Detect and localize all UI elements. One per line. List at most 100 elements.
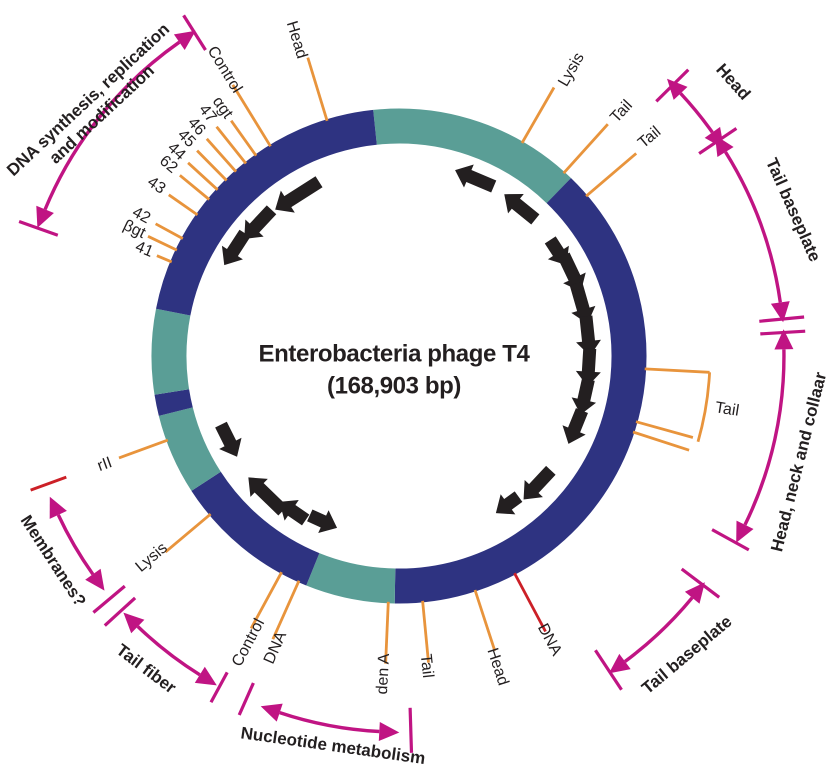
ring-segment-teal-rii [158,407,221,491]
section-arc-tail-baseplate-right [714,135,806,336]
gene-line-tail-bottom [421,600,430,663]
arc [679,92,714,134]
arrowhead [123,612,145,634]
gene-line-dna-bottom-right [513,572,547,633]
ring-segment-teal-left [151,308,191,395]
ring-segment-navy-bottom-left [191,471,320,586]
gene-line-control-top-left [231,84,272,148]
gene-line-47 [215,125,247,165]
gene-bracket-tail-right [696,372,711,443]
boundary-tick [209,671,229,704]
gene-line-head-bottom [473,589,497,652]
boundary-tick [18,219,59,237]
gene-marker-lines [118,57,711,664]
gene-line-tail-right-c [632,430,690,452]
arc [279,710,380,734]
section-arc-tail-fiber [92,584,229,704]
boundary-tick [680,567,721,599]
gene-arrow [569,281,596,324]
ring-segment-navy-small-left [154,389,193,416]
arrowhead [770,301,790,323]
section-arc-membranes [30,475,105,591]
section-arc-tail-baseplate-bottom [594,567,721,691]
arrowhead [36,205,54,228]
gene-arrow [248,477,288,516]
gene-arrow [562,408,588,444]
gene-arrow [575,348,601,387]
arc [56,514,95,576]
boundary-tick [594,649,623,691]
gene-arrow [571,378,597,415]
boundary-tick [408,707,414,753]
gene-direction-arrows [215,164,601,533]
map-title: Enterobacteria phage T4 (168,903 bp) [259,339,530,404]
break-tick [103,596,137,627]
arrowhead [684,582,705,604]
map-title-line1: Enterobacteria phage T4 [258,340,530,368]
gene-line-tail-right-b [635,420,694,439]
genome-ring [151,108,647,604]
gene-line-44 [187,161,219,191]
section-arc-head-neck-collar [711,329,794,552]
gene-arrow [523,465,556,500]
gene-line-agt [230,119,258,157]
arrowhead [173,30,196,50]
break-tick [92,584,126,614]
gene-line-46 [205,137,238,173]
gene-arrow [455,164,497,193]
arrowhead [736,520,754,543]
gene-line-tail-top-right-1 [562,123,609,175]
arc [743,349,786,526]
gene-line-45 [196,149,228,182]
gene-arrow [307,509,338,533]
boundary-tick [237,682,255,716]
gene-line-62 [179,174,211,201]
gene-line-lysis-top-right [520,86,556,144]
boundary-tick [655,68,690,103]
ring-segment-teal-bottom [306,552,396,604]
boundary-tick [711,528,750,552]
gene-arrow [244,205,277,240]
gene-arrow [221,229,251,266]
gene-arrow [495,491,523,515]
section-arc-dna-synthesis [18,14,207,237]
gene-line-lysis-bottom-left [164,513,212,554]
arrowhead [608,653,631,674]
ring-segment-navy-top-left [156,109,378,316]
gene-label-tail-bottom: Tail [416,653,437,679]
arrowhead [49,496,67,519]
gene-line-43 [167,193,199,217]
arc [43,40,181,211]
gene-line-41 [156,254,173,264]
gene-line-rii [118,438,169,460]
arrowhead [774,329,794,350]
break-tick [759,315,805,323]
arc [724,151,782,303]
section-arc-nucleotide-metabolism [237,682,414,753]
arrowhead [85,568,105,591]
gene-line-den-a [384,601,390,664]
gene-line-tail-right-a [644,367,710,374]
ring-segment-navy-right [394,178,647,604]
arc [136,625,201,677]
gene-label-den-a: den A [373,653,394,695]
gene-line-dna-bottom-left [271,580,301,640]
map-title-line2: (168,903 bp) [327,373,461,400]
ring-segment-teal-top [373,108,571,204]
gene-arrow [215,421,242,457]
gene-arrow [275,176,323,213]
arrowhead [260,703,283,722]
arc [623,596,694,663]
gene-line-control-bottom-left [249,571,283,630]
boundary-tick-red [30,475,67,492]
gene-arrow [557,252,586,292]
gene-line-42 [154,222,184,240]
gene-arrow [576,315,601,356]
gene-arrow [504,193,540,225]
boundary-tick [182,14,207,51]
arrowhead [378,722,400,741]
arrowhead [714,135,734,157]
gene-line-tail-top-right-2 [585,152,638,198]
